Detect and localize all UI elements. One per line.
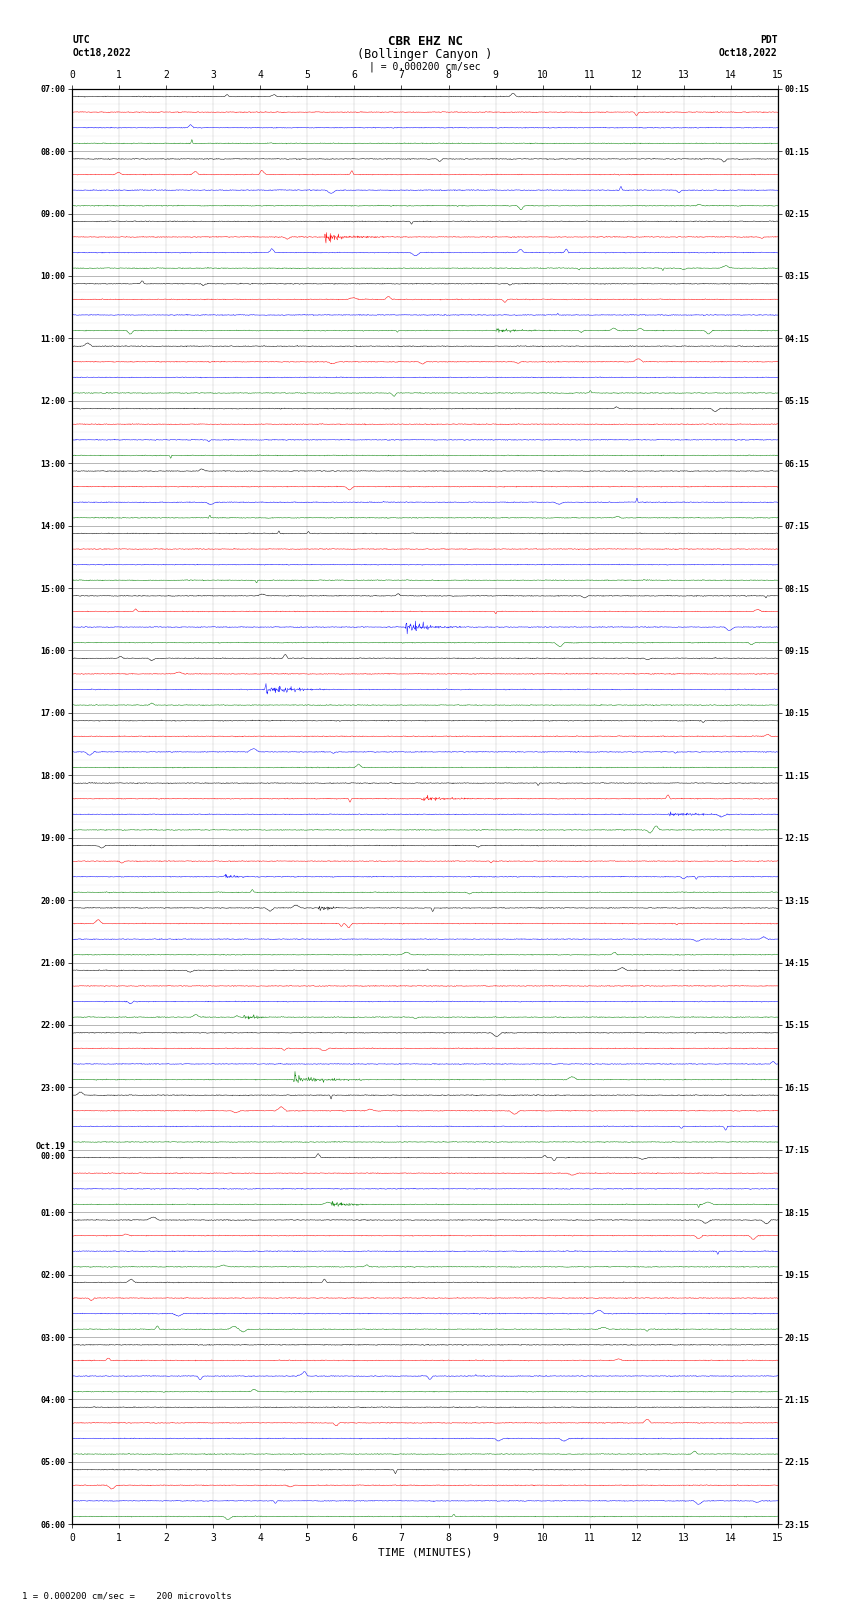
Text: (Bollinger Canyon ): (Bollinger Canyon ) [357,48,493,61]
Text: Oct18,2022: Oct18,2022 [72,48,131,58]
Text: Oct18,2022: Oct18,2022 [719,48,778,58]
Text: PDT: PDT [760,35,778,45]
X-axis label: TIME (MINUTES): TIME (MINUTES) [377,1547,473,1558]
Text: CBR EHZ NC: CBR EHZ NC [388,35,462,48]
Text: 1 = 0.000200 cm/sec =    200 microvolts: 1 = 0.000200 cm/sec = 200 microvolts [22,1590,231,1600]
Text: | = 0.000200 cm/sec: | = 0.000200 cm/sec [369,61,481,73]
Text: UTC: UTC [72,35,90,45]
